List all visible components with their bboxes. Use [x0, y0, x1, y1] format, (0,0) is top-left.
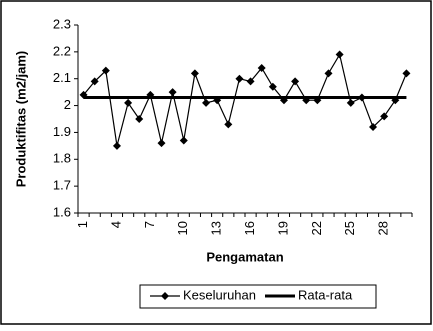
data-point — [168, 88, 177, 97]
data-point — [369, 123, 378, 132]
x-tick-label: 19 — [275, 221, 290, 235]
x-tick-label: 25 — [342, 221, 357, 235]
data-point — [402, 69, 411, 78]
y-tick-label: 2 — [64, 97, 71, 112]
data-point — [124, 98, 133, 107]
data-point — [112, 141, 121, 150]
chart-border — [0, 0, 432, 325]
data-point — [246, 77, 255, 86]
y-tick-label: 1.8 — [53, 151, 71, 166]
x-tick-label: 28 — [376, 221, 391, 235]
data-point — [202, 98, 211, 107]
x-tick-label: 22 — [309, 221, 324, 235]
data-point — [190, 69, 199, 78]
legend-marker — [161, 292, 169, 300]
y-tick-label: 1.6 — [53, 204, 71, 219]
data-point — [346, 98, 355, 107]
x-tick-label: 13 — [209, 221, 224, 235]
x-tick-label: 10 — [175, 221, 190, 235]
legend-box — [139, 284, 377, 309]
y-tick-label: 1.9 — [53, 124, 71, 139]
data-point — [291, 77, 300, 86]
y-tick-label: 2.2 — [53, 43, 71, 58]
legend-label: Rata-rata — [298, 287, 353, 302]
data-point — [224, 120, 233, 129]
y-tick-label: 2.3 — [53, 16, 71, 31]
data-point — [179, 136, 188, 145]
x-tick-label: 4 — [108, 221, 123, 228]
data-point — [257, 63, 266, 72]
x-tick-label: 1 — [75, 221, 90, 228]
data-point — [157, 139, 166, 148]
data-point — [268, 82, 277, 91]
x-tick-label: 7 — [142, 221, 157, 228]
data-point — [235, 74, 244, 83]
data-point — [135, 115, 144, 123]
y-axis-title: Produktifitas (m2/jam) — [13, 51, 28, 188]
y-tick-label: 2.1 — [53, 70, 71, 85]
x-tick-label: 16 — [242, 221, 257, 235]
y-tick-label: 1.7 — [53, 178, 71, 193]
x-axis-title: Pengamatan — [206, 249, 283, 264]
data-point — [380, 112, 389, 121]
data-point — [335, 50, 344, 59]
data-point — [101, 66, 110, 75]
data-point — [324, 69, 333, 78]
legend-label: Keseluruhan — [183, 287, 256, 302]
data-point — [90, 77, 99, 86]
